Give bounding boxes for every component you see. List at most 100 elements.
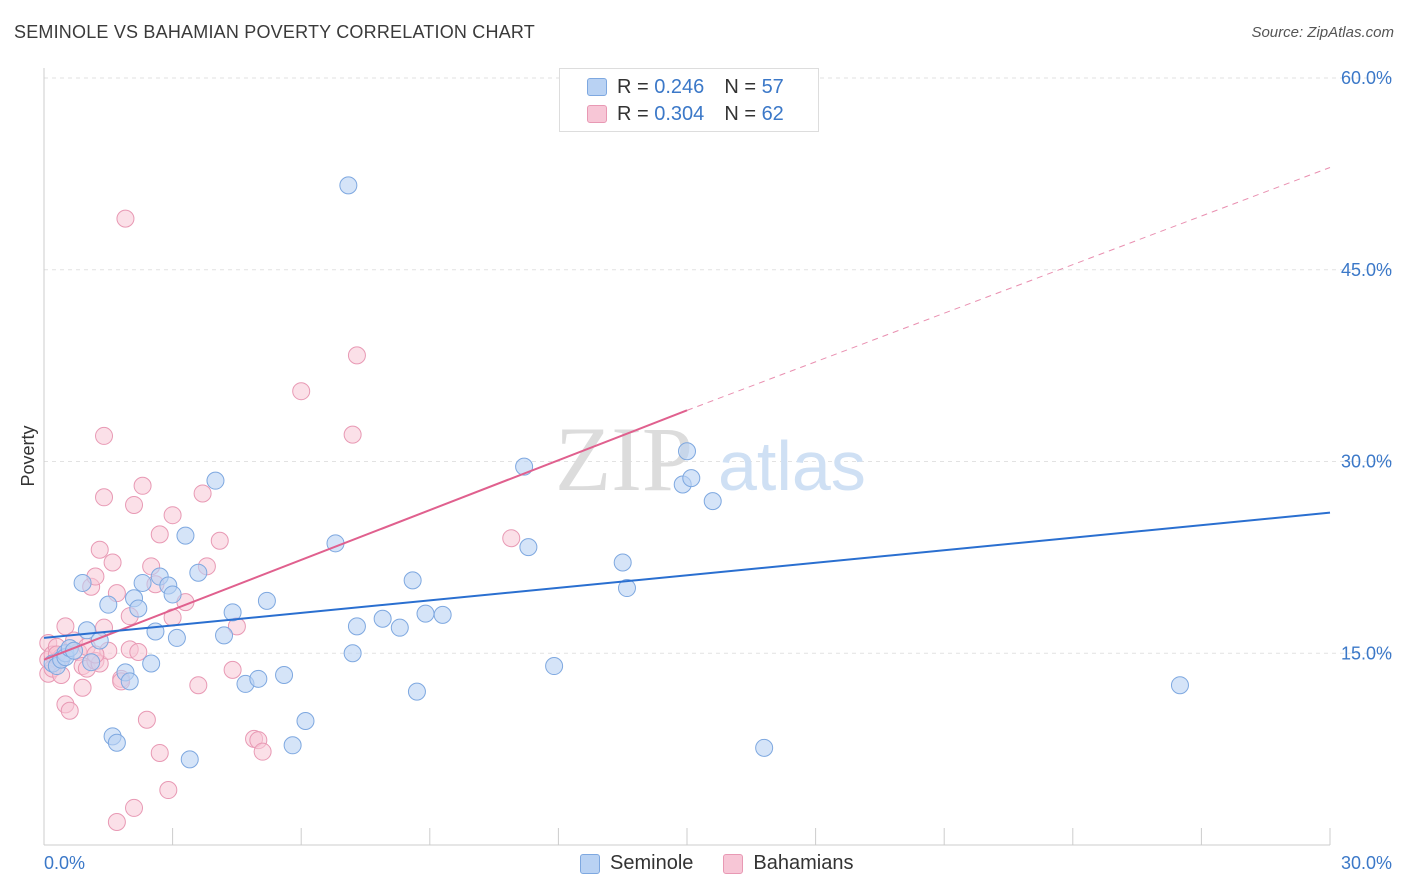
bahamian-point <box>163 506 182 525</box>
seminole-point <box>133 573 152 592</box>
bahamian-point <box>150 743 169 762</box>
seminole-point <box>373 609 392 628</box>
seminole-point <box>545 657 564 676</box>
bahamian-point <box>150 525 169 544</box>
bahamian-point <box>223 660 242 679</box>
bahamian-point <box>210 531 229 550</box>
bahamian-point <box>292 382 311 401</box>
seminole-point <box>163 585 182 604</box>
bottom-legend-label: Bahamians <box>753 852 854 874</box>
seminole-point <box>433 605 452 624</box>
seminole-point <box>189 563 208 582</box>
seminole-point <box>129 599 148 618</box>
trend-lines <box>43 167 1331 661</box>
seminole-point <box>167 628 186 647</box>
seminole-point <box>82 653 101 672</box>
bahamian-point <box>90 540 109 559</box>
bottom-swatch-seminole <box>580 853 600 874</box>
seminole-point <box>275 665 294 684</box>
bottom-legend: Seminole Bahamians <box>580 852 883 875</box>
seminole-point <box>120 672 139 691</box>
bahamian-point <box>193 484 212 503</box>
chart-title: SEMINOLE VS BAHAMIAN POVERTY CORRELATION… <box>14 22 535 42</box>
seminole-point <box>215 626 234 645</box>
y-axis-title: Poverty <box>18 425 38 486</box>
source-label: Source: ZipAtlas.com <box>1251 24 1394 41</box>
x-tick-label: 30.0% <box>1341 853 1392 873</box>
bahamian-point <box>95 488 114 507</box>
seminole-point <box>347 617 366 636</box>
bahamian-point <box>347 346 366 365</box>
watermark: ZIP atlas <box>555 408 866 510</box>
legend-swatch-bahamians <box>587 105 607 123</box>
seminole-point <box>617 579 636 598</box>
seminole-point <box>249 669 268 688</box>
bahamian-point <box>73 678 92 697</box>
legend-row-bahamians: R = 0.304 N = 62 <box>587 102 784 126</box>
seminole-point <box>142 654 161 673</box>
seminole-point <box>206 471 225 490</box>
bahamian-point <box>343 425 362 444</box>
seminole-point <box>390 618 409 637</box>
seminole-trend-line <box>43 511 1331 639</box>
bottom-legend-label: Seminole <box>610 852 694 874</box>
axes <box>43 68 1331 846</box>
legend-n-value: 57 <box>761 75 784 98</box>
gridlines <box>44 77 1395 654</box>
seminole-point <box>407 682 426 701</box>
bahamian-point <box>133 476 152 495</box>
bahamian-point <box>189 676 208 695</box>
bahamian-point <box>125 798 144 817</box>
bahamians-trend-extension <box>686 167 1331 411</box>
bahamian-point <box>129 642 148 661</box>
legend-r-value: 0.246 <box>654 75 705 98</box>
seminole-point <box>339 176 358 195</box>
y-tick-label: 30.0% <box>1341 452 1392 472</box>
seminole-point <box>403 571 422 590</box>
seminole-point <box>755 738 774 757</box>
seminole-point <box>682 469 701 488</box>
legend-n-label: N = <box>724 75 756 98</box>
x-tick-label: 0.0% <box>44 853 85 873</box>
seminole-point <box>283 736 302 755</box>
legend-box: R = 0.246 N = 57 R = 0.304 N = 62 <box>559 68 819 132</box>
bahamian-point <box>253 742 272 761</box>
y-tick-label: 45.0% <box>1341 260 1392 280</box>
svg-text:ZIP: ZIP <box>555 408 693 510</box>
seminole-point <box>223 603 242 622</box>
seminole-point <box>1170 676 1189 695</box>
legend-swatch-seminole <box>587 78 607 96</box>
seminole-point <box>176 526 195 545</box>
bahamian-point <box>107 812 126 831</box>
seminole-point <box>416 604 435 623</box>
legend-row-seminole: R = 0.246 N = 57 <box>587 75 784 99</box>
bahamian-point <box>502 529 521 548</box>
bahamian-point <box>60 701 79 720</box>
seminole-point <box>343 644 362 663</box>
seminole-point <box>613 553 632 572</box>
seminole-points <box>43 176 1189 769</box>
bottom-swatch-bahamians <box>723 853 744 874</box>
legend-n-value: 62 <box>761 102 784 125</box>
bahamian-point <box>103 553 122 572</box>
seminole-point <box>99 595 118 614</box>
bahamian-point <box>116 209 135 228</box>
seminole-point <box>678 442 696 461</box>
bottom-legend-bahamians: Bahamians <box>723 852 853 875</box>
legend-r-label: R = <box>617 102 649 125</box>
seminole-point <box>257 591 276 610</box>
legend-n-label: N = <box>724 102 756 125</box>
seminole-point <box>180 750 199 769</box>
tick-labels: 15.0% 30.0% 45.0% 60.0% 0.0% 30.0% <box>44 68 1392 873</box>
legend-r-value: 0.304 <box>654 102 705 125</box>
seminole-point <box>703 492 722 511</box>
bahamian-point <box>159 781 178 800</box>
legend-r-label: R = <box>617 75 649 98</box>
seminole-point <box>519 538 538 557</box>
bahamian-point <box>125 495 144 514</box>
seminole-point <box>296 712 315 731</box>
y-tick-label: 15.0% <box>1341 643 1392 663</box>
bahamian-point <box>137 710 156 729</box>
svg-text:atlas: atlas <box>718 427 866 505</box>
